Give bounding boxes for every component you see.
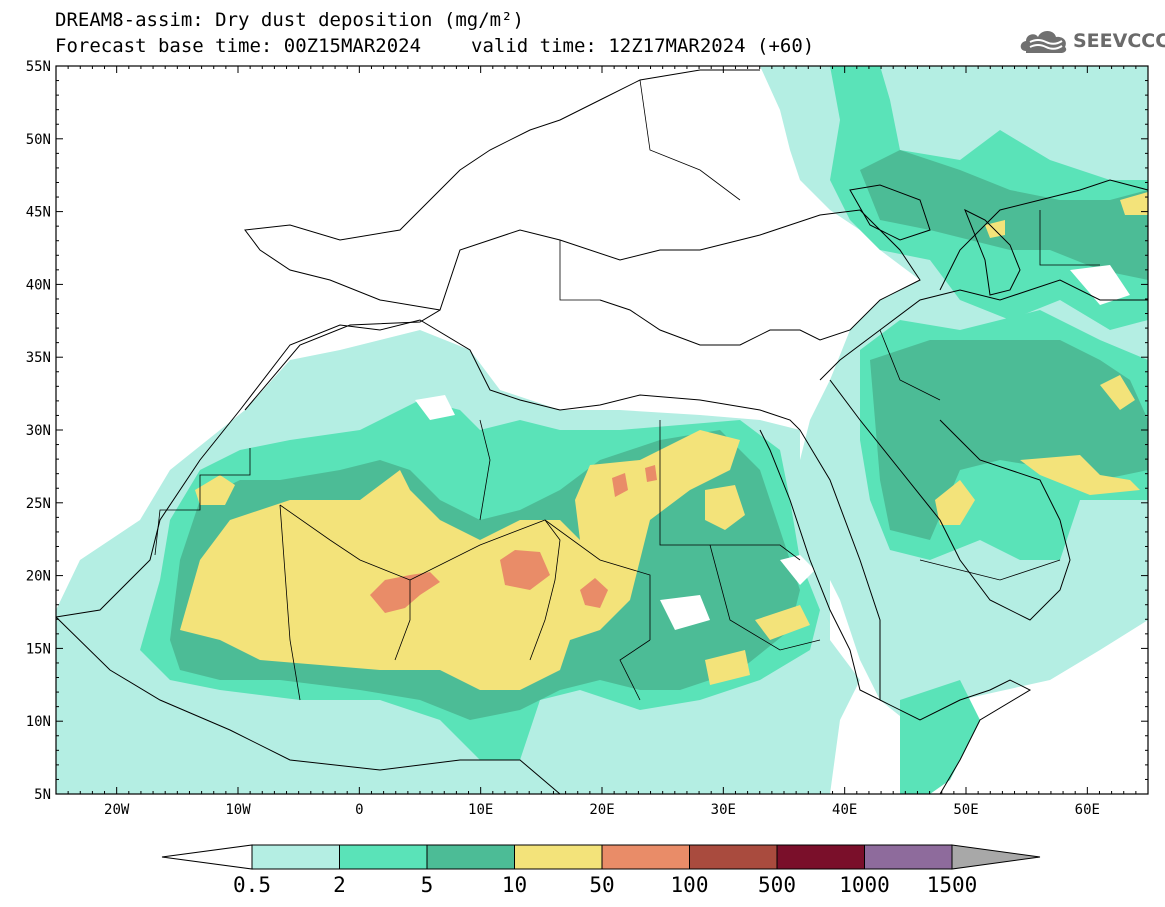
- colorbar-label: 50: [589, 873, 614, 897]
- lat-label: 35N: [26, 350, 51, 366]
- colorbar-label: 1000: [839, 873, 890, 897]
- colorbar-low-arrow: [161, 844, 253, 870]
- colorbar-label: 1500: [927, 873, 978, 897]
- lat-label: 5N: [34, 787, 51, 803]
- lon-label: 30E: [711, 802, 736, 818]
- colorbar-swatch: [251, 844, 340, 870]
- colorbar-label: 10: [502, 873, 527, 897]
- colorbar-swatch: [426, 844, 515, 870]
- lon-label: 10E: [468, 802, 493, 818]
- lon-label: 10W: [225, 802, 251, 818]
- longitude-labels: 20W 10W 0 10E 20E 30E 40E 50E 60E: [104, 802, 1100, 818]
- cloud-icon: [1020, 31, 1067, 53]
- colorbar-swatch: [689, 844, 778, 870]
- logo-text: SEEVCCC: [1073, 30, 1165, 52]
- lon-label: 0: [355, 802, 363, 818]
- colorbar-swatch: [514, 844, 603, 870]
- map-subtitle: Forecast base time: 00Z15MAR2024 valid ti…: [55, 36, 814, 56]
- country-borders: [154, 79, 1100, 701]
- map-title: DREAM8-assim: Dry dust deposition (mg/m²…: [55, 10, 524, 30]
- lat-label: 15N: [26, 641, 51, 657]
- lat-label: 50N: [26, 132, 51, 148]
- contour-level-10: [180, 192, 1148, 690]
- colorbar-swatch: [776, 844, 865, 870]
- lat-label: 45N: [26, 205, 51, 221]
- colorbar-label: 5: [421, 873, 434, 897]
- colorbar-label: 2: [333, 873, 346, 897]
- colorbar-swatch: [864, 844, 953, 870]
- colorbar-high-arrow: [951, 844, 1041, 870]
- coastlines: [56, 69, 1148, 794]
- lat-label: 20N: [26, 569, 51, 585]
- lon-label: 20E: [589, 802, 614, 818]
- lon-label: 50E: [953, 802, 978, 818]
- colorbar-label: 0.5: [233, 873, 271, 897]
- colorbar: 0.5 2 5 10 50 100 500 1000 1500: [161, 844, 1041, 897]
- lon-label: 20W: [104, 802, 130, 818]
- lat-label: 25N: [26, 496, 51, 512]
- dust-deposition-field: [56, 66, 1148, 794]
- lon-label: 40E: [832, 802, 857, 818]
- latitude-labels: 55N 50N 45N 40N 35N 30N 25N 20N 15N 10N 5N: [26, 59, 51, 803]
- title-line-1: DREAM8-assim: Dry dust deposition (mg/m²…: [55, 9, 524, 31]
- lat-label: 10N: [26, 714, 51, 730]
- lat-label: 30N: [26, 423, 51, 439]
- seevccc-logo: SEEVCCC: [1018, 27, 1165, 55]
- forecast-base-time: Forecast base time: 00Z15MAR2024: [55, 35, 422, 57]
- colorbar-label: 500: [758, 873, 796, 897]
- contour-level-50: [370, 465, 657, 613]
- colorbar-label: 100: [671, 873, 709, 897]
- lat-label: 40N: [26, 277, 51, 293]
- lon-label: 60E: [1075, 802, 1100, 818]
- clear-areas: [415, 265, 1130, 630]
- lat-label: 55N: [26, 59, 51, 75]
- colorbar-swatch: [601, 844, 690, 870]
- axis-ticks: [55, 65, 1149, 795]
- colorbar-swatch: [339, 844, 428, 870]
- valid-time: valid time: 12Z17MAR2024 (+60): [471, 35, 815, 57]
